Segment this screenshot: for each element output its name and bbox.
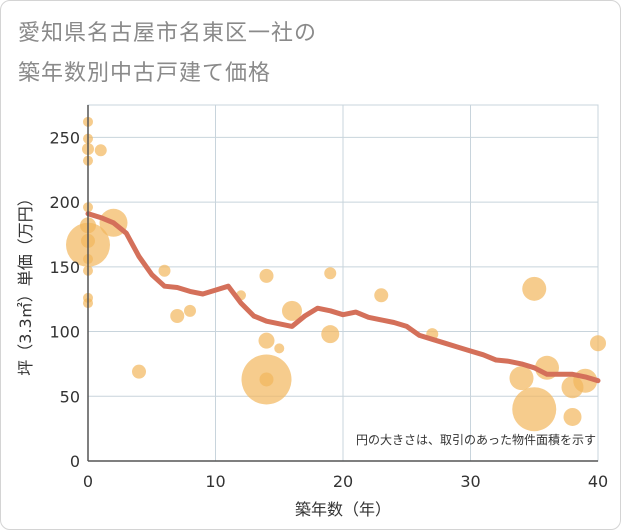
average-line-layer [85, 211, 601, 384]
y-axis-label: 坪（3.3㎡）単価（万円） [16, 190, 35, 375]
data-bubble [274, 343, 285, 354]
x-tick-label: 0 [83, 472, 93, 491]
y-tick-label: 0 [70, 452, 80, 471]
data-bubble [184, 304, 196, 317]
data-bubble [259, 268, 274, 283]
data-bubble [512, 387, 557, 432]
chart-title-line-2: 築年数別中古戸建て価格 [18, 61, 272, 86]
y-tick-label: 50 [60, 387, 80, 406]
x-tick-label: 10 [205, 472, 225, 491]
data-bubble [321, 325, 340, 344]
chart-note: 円の大きさは、取引のあった物件面積を示す [356, 432, 596, 447]
x-tick-label: 40 [588, 472, 608, 491]
data-bubble [170, 309, 185, 324]
x-tick-label: 20 [333, 472, 353, 491]
data-bubble [522, 276, 547, 301]
data-bubble [259, 372, 274, 387]
y-tick-label: 150 [49, 258, 80, 277]
data-bubble [94, 144, 107, 157]
average-price-line [85, 211, 601, 384]
x-tick-label: 30 [460, 472, 480, 491]
data-bubble [590, 335, 606, 352]
y-tick-label: 200 [49, 193, 80, 212]
bubbles [66, 116, 606, 432]
data-bubble [132, 364, 146, 379]
y-tick-label: 250 [49, 128, 80, 147]
y-tick-label: 100 [49, 323, 80, 342]
data-bubble [324, 267, 337, 280]
axis-labels: 築年数（年） 坪（3.3㎡）単価（万円） 円の大きさは、取引のあった物件面積を示… [16, 190, 596, 519]
x-axis-label: 築年数（年） [295, 500, 391, 519]
data-bubble [563, 407, 582, 426]
data-bubble [258, 332, 275, 349]
data-bubble [509, 366, 534, 391]
data-bubble [158, 264, 171, 277]
data-bubble [282, 300, 302, 321]
chart-title-line-1: 愛知県名古屋市名東区一社の [18, 21, 318, 46]
data-bubble [374, 288, 389, 303]
axes: 0 50 100 150 200 250 0 10 20 30 40 [49, 105, 608, 491]
